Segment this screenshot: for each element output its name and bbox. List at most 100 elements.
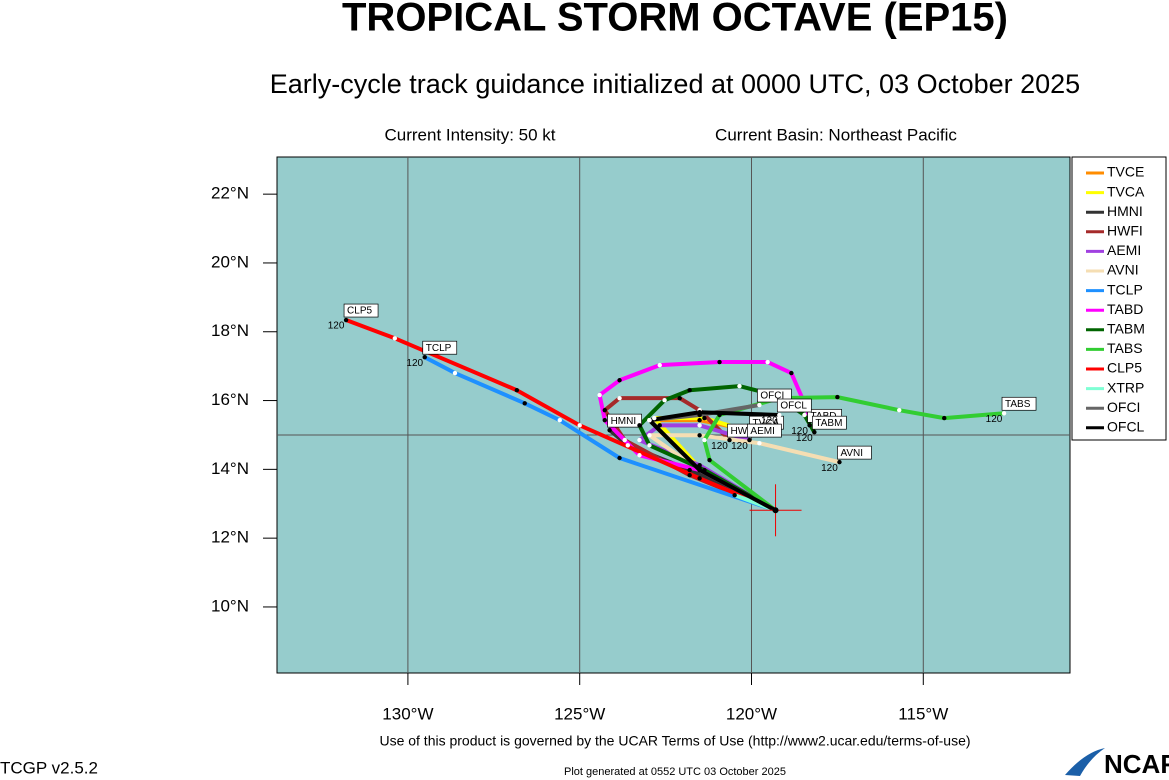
track-point (617, 395, 622, 401)
logo-text: NCAR (1104, 749, 1169, 779)
track-point (617, 378, 622, 383)
track-point (657, 362, 662, 368)
logo-mark (1065, 748, 1105, 776)
track-point (812, 430, 817, 435)
track-label-box (607, 413, 642, 428)
track (345, 318, 777, 513)
logo: NCAR (1065, 748, 1169, 779)
track-point (707, 457, 712, 463)
track-point (807, 423, 812, 428)
x-tick-label: 130°W (382, 704, 433, 723)
track-point (452, 370, 458, 376)
tau-label: 120 (711, 441, 728, 452)
legend-label: TABM (1107, 321, 1145, 337)
tracks: TVCAHMNIHWFI120AEMI120AVNI120TCLP120TABD… (328, 303, 1037, 513)
x-tick-label: 125°W (554, 704, 605, 723)
track-point (702, 437, 707, 443)
track-point (717, 359, 722, 365)
track-point (757, 441, 762, 446)
track-point (765, 359, 770, 365)
track-point (1001, 411, 1007, 416)
track-point (677, 395, 682, 401)
generated: Plot generated at 0552 UTC 03 October 20… (564, 766, 786, 778)
track-point (687, 388, 692, 393)
track-point (702, 415, 707, 421)
tau-label: 120 (796, 433, 813, 444)
y-tick-label: 10°N (211, 596, 249, 615)
track-point (697, 463, 702, 468)
track-point (757, 402, 762, 408)
track-label-box (837, 445, 872, 460)
track-point (652, 415, 657, 421)
track-label-box (1001, 396, 1037, 411)
track-label: AVNI (840, 448, 863, 459)
track-point (837, 459, 842, 465)
legend-label: TVCA (1107, 183, 1145, 199)
track-label-box (812, 415, 847, 430)
legend-label: TABS (1107, 340, 1143, 356)
legend-label: HWFI (1107, 223, 1143, 239)
legend-label: HMNI (1107, 203, 1143, 219)
track-label: HWFI (731, 426, 757, 437)
track-point (597, 392, 602, 398)
track-label-box (747, 423, 782, 438)
track-point (577, 423, 582, 428)
x-tick-label: 120°W (726, 704, 777, 723)
legend-label: OFCL (1107, 419, 1145, 435)
track-point (697, 433, 702, 438)
track-point (637, 453, 642, 458)
tau-label: 120 (328, 321, 345, 332)
track-point (717, 412, 722, 418)
track-point (647, 433, 652, 438)
track (423, 355, 777, 513)
legend-label: AVNI (1107, 262, 1139, 278)
track-point (557, 417, 562, 423)
track-label-box (422, 340, 458, 355)
track-point (687, 467, 692, 473)
legend-label: OFCI (1107, 399, 1140, 415)
track-point (602, 417, 607, 423)
terms: Use of this product is governed by the U… (379, 733, 970, 749)
track-point (647, 443, 652, 448)
legend-label: TVCE (1107, 164, 1144, 180)
y-tick-label: 18°N (211, 321, 249, 340)
track-label: HMNI (611, 416, 637, 427)
tau-label: 120 (406, 358, 423, 369)
tau-label: 120 (986, 414, 1003, 425)
track-point (942, 415, 947, 421)
track-point (697, 423, 702, 428)
track-point (697, 417, 702, 423)
track-point (625, 443, 631, 448)
track-label: CLP5 (347, 306, 372, 317)
track-point (747, 437, 752, 443)
track-point (697, 410, 702, 415)
y-tick-label: 16°N (211, 390, 249, 409)
track-point (637, 423, 642, 428)
track-label: TABS (1005, 399, 1031, 410)
track-point (514, 388, 520, 393)
y-tick-label: 20°N (211, 252, 249, 271)
y-tick-label: 22°N (211, 184, 249, 203)
track-point (835, 394, 840, 400)
track-point (697, 476, 702, 481)
track-point (737, 383, 742, 389)
tau-label: 120 (791, 426, 808, 437)
track-label: OFCI (760, 391, 784, 402)
track-point (697, 467, 702, 473)
y-tick-label: 14°N (211, 459, 249, 478)
legend-label: XTRP (1107, 379, 1144, 395)
track-point (602, 407, 607, 413)
legend-label: TCLP (1107, 281, 1143, 297)
track-point (802, 412, 807, 418)
track-label-box (343, 303, 379, 318)
track-point (617, 455, 622, 461)
tau-label: 120 (821, 463, 838, 474)
current-position (772, 507, 779, 514)
track-point (727, 437, 732, 443)
intensity: Current Intensity: 50 kt (384, 125, 555, 144)
track-label: TABM (815, 418, 842, 429)
track-point (897, 407, 902, 413)
track-point (422, 355, 427, 360)
track-point (662, 398, 667, 403)
